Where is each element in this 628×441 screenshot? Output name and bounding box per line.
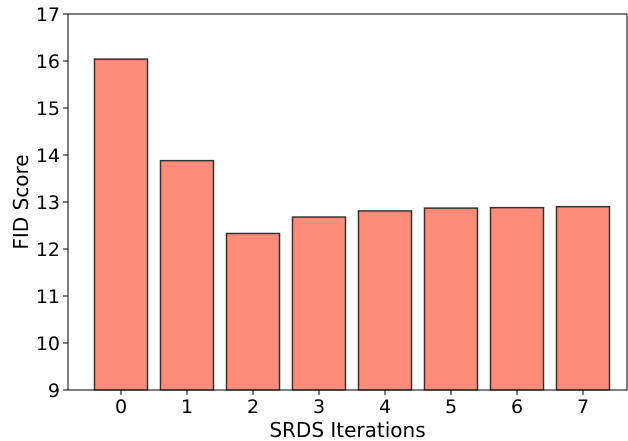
bar-0: [93, 58, 149, 391]
bar-7: [555, 205, 611, 391]
y-tick-label-10: 10: [36, 333, 60, 355]
x-tick-label-2: 2: [247, 396, 259, 418]
y-tick-label-14: 14: [36, 145, 60, 167]
y-tick-label-15: 15: [36, 98, 60, 120]
y-axis-label: FID Score: [9, 154, 33, 249]
bar-2: [225, 232, 281, 391]
x-tick-label-3: 3: [313, 396, 325, 418]
y-tick-label-11: 11: [36, 286, 60, 308]
x-axis-label: SRDS Iterations: [269, 418, 425, 441]
x-tick-label-7: 7: [577, 396, 589, 418]
y-axis: 9 10 11 12 13 14 15 16 17: [36, 4, 68, 402]
y-tick-label-9: 9: [48, 380, 60, 402]
y-tick-label-16: 16: [36, 51, 60, 73]
bar-5: [423, 207, 479, 391]
y-tick-label-17: 17: [36, 4, 60, 26]
bar-1: [159, 159, 215, 391]
bar-6: [489, 206, 545, 391]
bar-3: [291, 216, 347, 391]
y-tick-label-12: 12: [36, 239, 60, 261]
x-tick-label-5: 5: [445, 396, 457, 418]
x-axis: 0 1 2 3 4 5 6 7: [115, 390, 589, 418]
bars: [93, 58, 611, 391]
y-tick-label-13: 13: [36, 192, 60, 214]
x-tick-label-6: 6: [511, 396, 523, 418]
x-tick-label-1: 1: [181, 396, 193, 418]
x-tick-label-4: 4: [379, 396, 391, 418]
x-tick-label-0: 0: [115, 396, 127, 418]
bar-4: [357, 210, 413, 391]
